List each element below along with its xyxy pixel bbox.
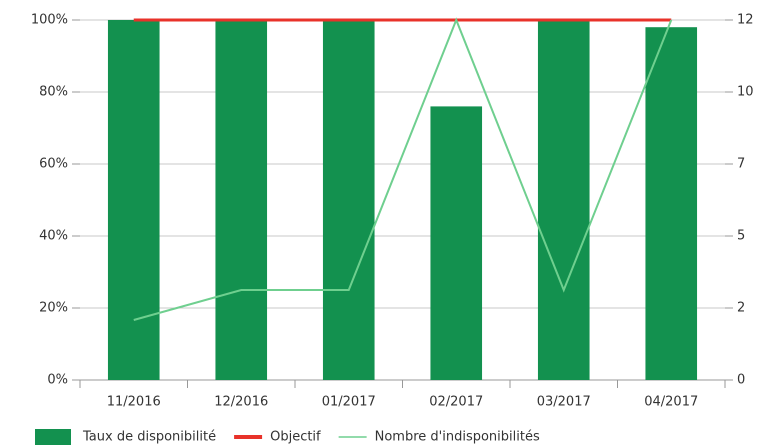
x-tick-label: 11/2016 (107, 395, 161, 410)
x-tick-label: 04/2017 (644, 395, 698, 410)
line (133, 17, 673, 321)
y-tick-label: 0% (47, 373, 68, 388)
x-tick-label: 12/2016 (214, 395, 268, 410)
legend-label: Nombre d'indisponibilités (375, 430, 540, 445)
y-tick-label: 60% (39, 157, 68, 172)
y2-tick-label: 2 (737, 301, 745, 316)
bar (215, 20, 268, 380)
y-tick-label: 80% (39, 85, 68, 100)
y2-tick-label: 7 (737, 157, 745, 172)
bar (537, 20, 590, 380)
bar (430, 106, 483, 381)
legend-label: Objectif (270, 430, 321, 445)
y2-tick-label: 10 (737, 85, 754, 100)
y2-tick-label: 12 (737, 13, 754, 28)
bar (107, 20, 160, 380)
y2-tick-label: 0 (737, 373, 745, 388)
bar (645, 27, 698, 380)
legend-label: Taux de disponibilité (82, 430, 216, 445)
legend-swatch (35, 429, 71, 445)
y2-tick-label: 5 (737, 229, 745, 244)
y-tick-label: 40% (39, 229, 68, 244)
y-tick-label: 100% (31, 13, 68, 28)
bar (322, 20, 375, 380)
y-tick-label: 20% (39, 301, 68, 316)
x-tick-label: 02/2017 (429, 395, 483, 410)
x-tick-label: 03/2017 (537, 395, 591, 410)
x-tick-label: 01/2017 (322, 395, 376, 410)
